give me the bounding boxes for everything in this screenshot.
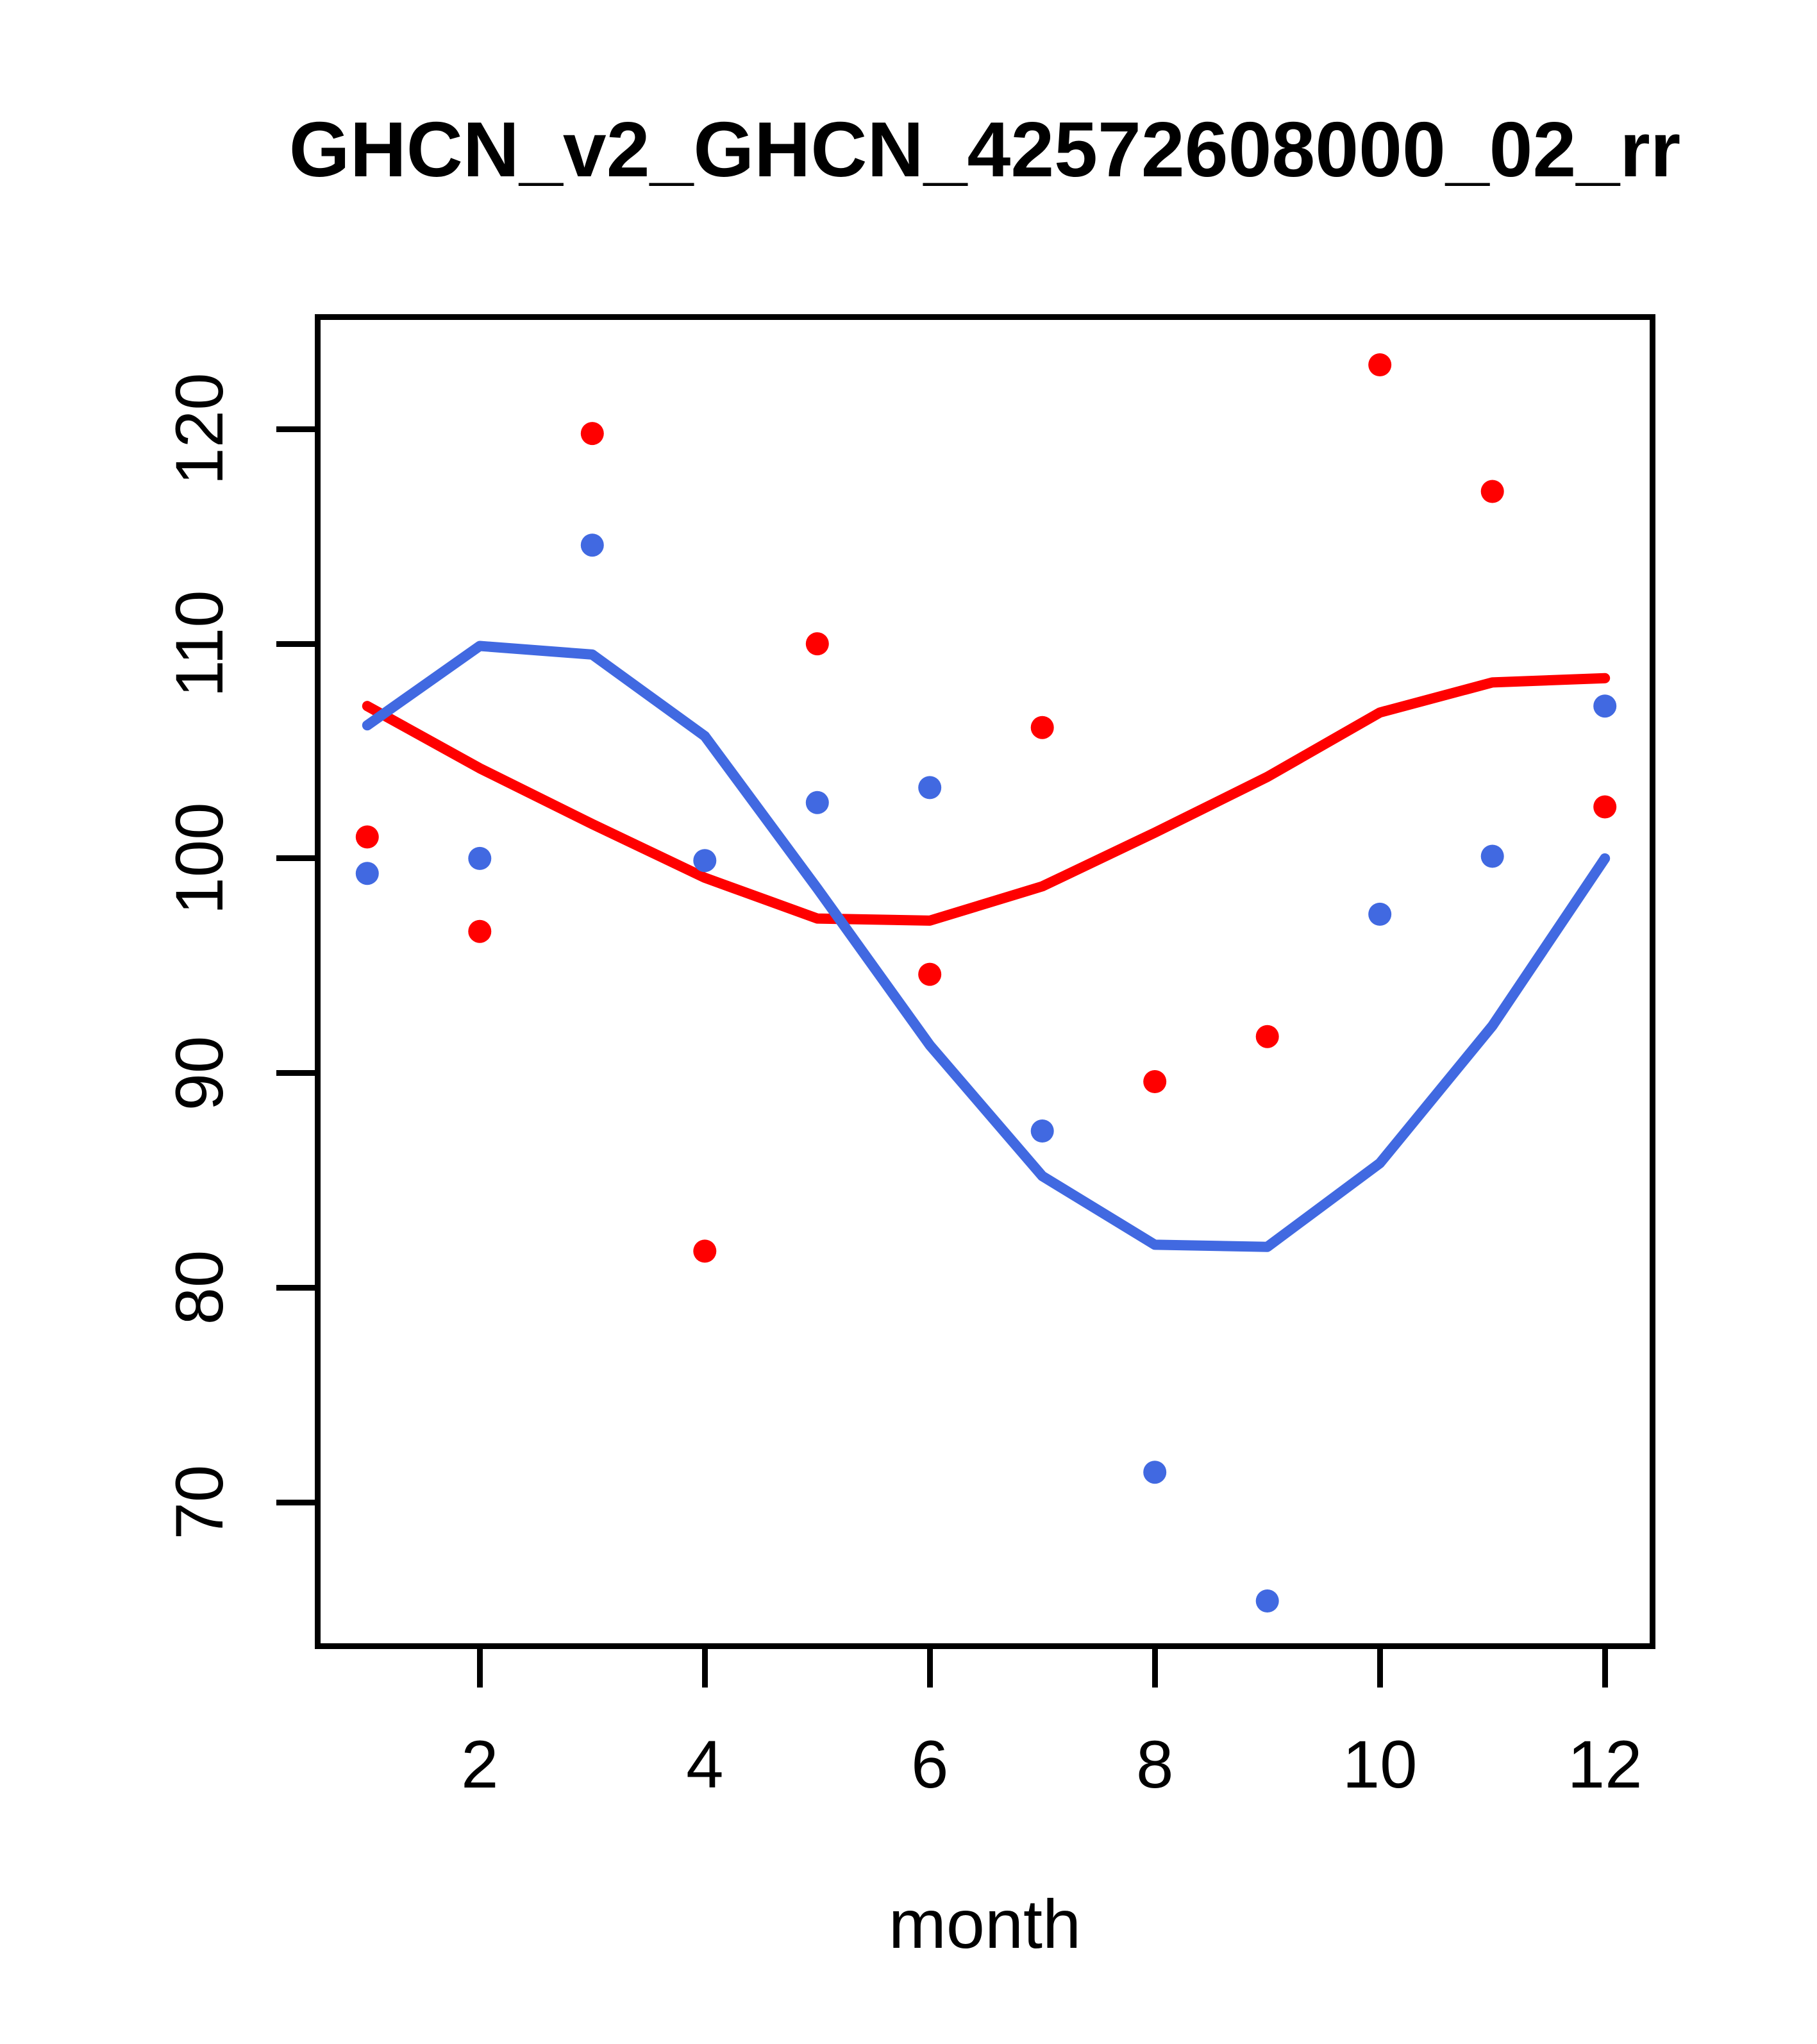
red-data-point: [918, 962, 942, 986]
blue-data-point: [1030, 1119, 1054, 1143]
y-tick-label: 120: [162, 373, 237, 485]
x-tick-mark: [701, 1649, 708, 1688]
red-data-point: [468, 919, 492, 943]
x-tick-label: 6: [910, 1727, 949, 1802]
y-tick-label: 110: [162, 590, 237, 698]
red-data-point: [1030, 716, 1054, 739]
red-data-point: [805, 632, 829, 656]
red-data-point: [580, 422, 604, 446]
chart-canvas: [355, 353, 1617, 1613]
blue-data-point: [580, 533, 604, 557]
y-tick-label: 90: [162, 1035, 237, 1110]
blue-data-point: [805, 791, 829, 814]
x-tick-label: 8: [1135, 1727, 1174, 1802]
x-tick-label: 4: [686, 1727, 724, 1802]
red-data-point: [355, 825, 379, 849]
x-tick-label: 10: [1342, 1727, 1418, 1802]
y-tick-label: 100: [162, 802, 237, 915]
red-data-point: [1368, 353, 1392, 376]
x-tick-label: 12: [1567, 1727, 1643, 1802]
x-tick-mark: [1602, 1649, 1608, 1688]
red-data-point: [1480, 480, 1504, 503]
y-tick-mark: [276, 855, 315, 862]
blue-data-point: [918, 776, 942, 800]
red-data-point: [1255, 1025, 1279, 1048]
y-tick-mark: [276, 426, 315, 432]
red-smooth-line: [362, 673, 1611, 926]
plot-area: [315, 314, 1655, 1649]
blue-data-point: [1143, 1461, 1167, 1484]
y-tick-mark: [276, 641, 315, 647]
x-tick-label: 2: [461, 1727, 499, 1802]
blue-data-point: [468, 846, 492, 870]
y-tick-mark: [276, 1284, 315, 1291]
chart-title: GHCN_v2_GHCN_42572608000_02_rr: [289, 106, 1681, 193]
blue-data-point: [1480, 844, 1504, 868]
blue-data-point: [1593, 694, 1617, 718]
red-data-point: [693, 1239, 717, 1263]
blue-data-point: [1255, 1589, 1279, 1613]
red-data-point: [1143, 1070, 1167, 1093]
y-tick-mark: [276, 1070, 315, 1076]
red-data-point: [1593, 795, 1617, 819]
blue-data-point: [355, 862, 379, 885]
x-tick-mark: [476, 1649, 483, 1688]
x-tick-mark: [926, 1649, 933, 1688]
y-tick-label: 70: [162, 1464, 237, 1540]
x-tick-mark: [1377, 1649, 1383, 1688]
blue-smooth-line: [362, 641, 1611, 1252]
blue-data-point: [1368, 902, 1392, 926]
y-tick-label: 80: [162, 1250, 237, 1325]
x-tick-mark: [1151, 1649, 1158, 1688]
y-tick-mark: [276, 1499, 315, 1505]
blue-data-point: [693, 849, 717, 873]
x-axis-label: month: [888, 1885, 1082, 1963]
